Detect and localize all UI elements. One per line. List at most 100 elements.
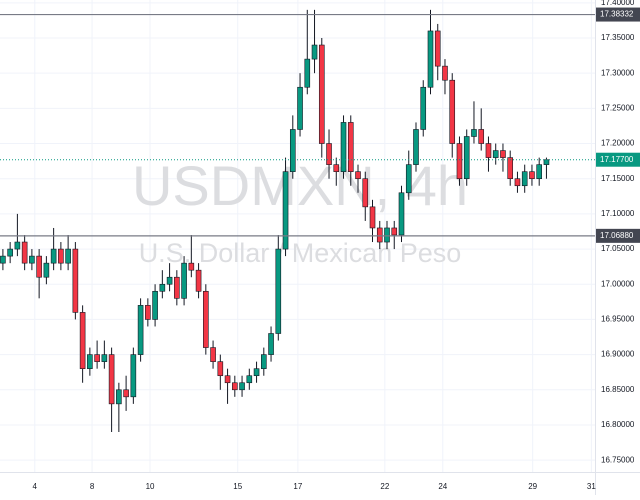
candle-body: [275, 248, 282, 334]
candle-body: [355, 171, 361, 180]
candle-body: [181, 262, 187, 299]
y-tick-label: 17.30000: [601, 68, 635, 77]
candle-body: [7, 248, 13, 257]
candle-body: [485, 143, 492, 158]
candle-body: [318, 44, 325, 144]
candle-body: [159, 283, 166, 292]
candle-body: [195, 269, 202, 292]
y-tick-label: 16.80000: [601, 420, 635, 429]
candle-body: [246, 375, 253, 384]
candle-body: [224, 375, 231, 384]
candle-body: [94, 354, 100, 362]
candle-body: [311, 44, 318, 60]
candle-body: [529, 171, 535, 180]
candle-body: [166, 276, 173, 285]
watermark-subtitle: U.S. Dollar / Mexican Peso: [139, 238, 462, 268]
candle-body: [427, 30, 434, 88]
candle-body: [434, 30, 441, 67]
candle-body: [145, 305, 151, 320]
candle-body: [239, 382, 245, 391]
y-tick-label: 17.35000: [601, 33, 635, 42]
candle-body: [449, 79, 456, 144]
candle-body: [391, 227, 398, 236]
candle-body: [101, 354, 108, 362]
x-tick-label: 29: [528, 482, 537, 491]
price-line-tag: [596, 7, 640, 22]
candle-body: [333, 164, 340, 172]
price-line-tag: [596, 228, 640, 243]
candle-body: [420, 86, 427, 130]
candle-body: [369, 206, 376, 229]
candle-body: [137, 305, 144, 355]
candle-body: [376, 227, 383, 243]
candle-body: [130, 354, 137, 398]
candle-body: [340, 122, 347, 172]
candle-body: [456, 143, 463, 180]
x-tick-label: 24: [438, 482, 447, 491]
candle-body: [471, 129, 477, 137]
candle-body: [123, 389, 129, 398]
candle-body: [174, 276, 180, 299]
candle-body: [442, 65, 448, 81]
candle-body: [521, 171, 528, 187]
x-tick-label: 8: [90, 482, 95, 491]
candle-body: [507, 157, 514, 180]
candle-body: [188, 262, 195, 271]
candle-body: [304, 58, 311, 88]
candle-body: [463, 136, 470, 180]
candle-body: [362, 178, 369, 208]
y-tick-label: 17.00000: [601, 279, 635, 288]
candle-body: [203, 290, 209, 348]
x-tick-label: 22: [380, 482, 389, 491]
candle-body: [405, 164, 412, 194]
candle-body: [87, 354, 93, 369]
candle-body: [347, 122, 354, 172]
candle-body: [50, 248, 57, 264]
y-tick-label: 17.05000: [601, 244, 635, 253]
candle-body: [398, 192, 405, 236]
x-tick-label: 4: [33, 482, 38, 491]
candle-body: [116, 389, 122, 405]
candle-body: [253, 368, 260, 377]
candle-body: [65, 248, 71, 264]
y-tick-label: 16.85000: [601, 385, 635, 394]
candle-body: [289, 129, 296, 172]
candle-body: [536, 164, 542, 180]
y-tick-label: 17.20000: [601, 139, 635, 148]
y-tick-label: 16.95000: [601, 315, 635, 324]
candle-body: [478, 129, 485, 144]
candle-body: [232, 382, 238, 391]
y-tick-label: 17.15000: [601, 174, 635, 183]
candle-body: [72, 248, 79, 313]
candle-body: [384, 227, 390, 243]
candle-body: [297, 86, 303, 130]
x-tick-label: 31: [587, 482, 596, 491]
candle-body: [210, 347, 216, 362]
y-tick-label: 17.25000: [601, 103, 635, 112]
candle-body: [21, 241, 28, 264]
candle-body: [217, 361, 224, 377]
candle-body: [29, 255, 35, 264]
candle-body: [543, 159, 550, 165]
y-tick-label: 17.40000: [601, 0, 635, 7]
candle-body: [58, 248, 64, 264]
watermark-title: USDMXN, 4h: [132, 154, 468, 217]
candle-body: [14, 241, 21, 250]
price-line-label: 17.06880: [600, 231, 634, 240]
candle-body: [268, 333, 274, 355]
candle-body: [282, 171, 289, 250]
x-tick-label: 17: [293, 482, 302, 491]
candle-body: [492, 150, 499, 158]
last-price-label: 17.17700: [600, 155, 634, 164]
candle-body: [36, 255, 42, 278]
candle-body: [79, 312, 86, 369]
candle-body: [43, 262, 50, 278]
candle-body: [108, 354, 115, 405]
y-tick-label: 16.90000: [601, 350, 635, 359]
candle-body: [0, 255, 6, 264]
candle-body: [514, 178, 521, 187]
x-tick-label: 15: [233, 482, 242, 491]
y-tick-label: 17.10000: [601, 209, 635, 218]
candle-body: [500, 150, 506, 158]
